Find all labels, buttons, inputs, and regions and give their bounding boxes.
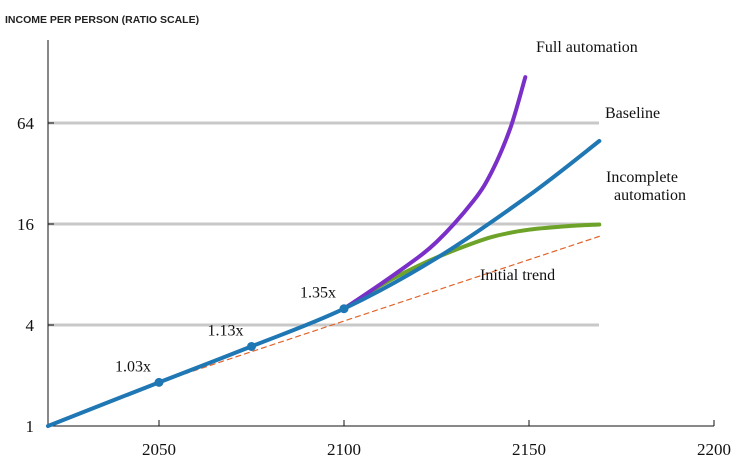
x-tick-label-2200: 2200 <box>697 440 731 459</box>
y-tick-label-1: 1 <box>26 417 35 436</box>
tick-labels: 2050 2100 2150 2200 1 4 16 64 <box>17 114 731 459</box>
series-label-baseline: Baseline <box>605 105 660 122</box>
marker-label-1.03x: 1.03x <box>115 358 151 375</box>
marker-1.03x <box>154 377 164 387</box>
chart-title: INCOME PER PERSON (RATIO SCALE) <box>5 14 199 26</box>
marker-label-1.35x: 1.35x <box>300 285 336 302</box>
marker-1.35x <box>339 304 349 314</box>
series-label-incomplete-automation-1: automation <box>614 187 686 204</box>
series-label-full-automation: Full automation <box>536 39 638 56</box>
series-line-initial-trend <box>158 235 600 383</box>
y-tick-label-4: 4 <box>26 316 35 335</box>
x-tick-label-2050: 2050 <box>142 440 176 459</box>
markers <box>154 304 349 387</box>
marker-label-1.13x: 1.13x <box>208 322 244 339</box>
x-tick-label-2100: 2100 <box>327 440 361 459</box>
axes <box>47 40 715 427</box>
series-line-full-automation <box>342 75 528 311</box>
series-label-incomplete-automation: Incomplete <box>606 169 678 186</box>
x-tick-label-2150: 2150 <box>512 440 546 459</box>
marker-1.13x <box>247 341 256 351</box>
series-labels: 1.03x 1.13x 1.35x Baseline Full automation In… <box>115 39 686 375</box>
grid <box>48 121 599 327</box>
y-tick-label-64: 64 <box>17 114 35 133</box>
series-label-initial-trend: Initial trend <box>480 267 555 284</box>
y-tick-label-16: 16 <box>17 215 34 234</box>
